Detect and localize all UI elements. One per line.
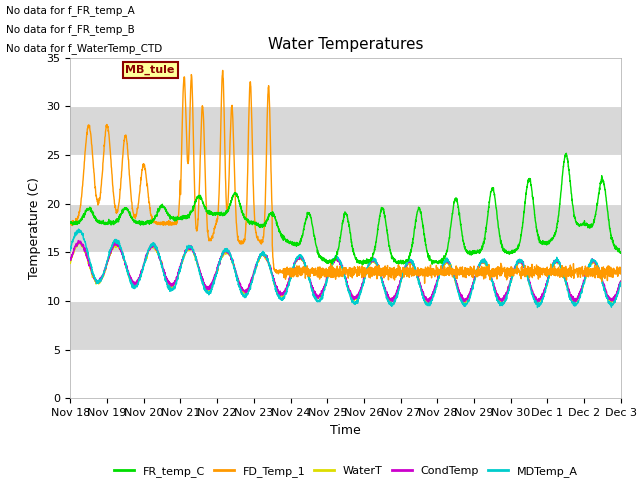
Bar (70, 58, 621, 106)
Bar (70, 106, 621, 155)
Text: No data for f_FR_temp_A: No data for f_FR_temp_A (6, 5, 135, 16)
Bar (70, 350, 621, 398)
Bar (70, 204, 621, 252)
Text: No data for f_WaterTemp_CTD: No data for f_WaterTemp_CTD (6, 43, 163, 54)
Bar (70, 252, 621, 301)
Legend: FR_temp_C, FD_Temp_1, WaterT, CondTemp, MDTemp_A: FR_temp_C, FD_Temp_1, WaterT, CondTemp, … (109, 462, 582, 480)
Title: Water Temperatures: Water Temperatures (268, 37, 423, 52)
Bar (70, 155, 621, 204)
Bar (70, 301, 621, 350)
Y-axis label: Temperature (C): Temperature (C) (28, 177, 41, 279)
X-axis label: Time: Time (330, 424, 361, 437)
Text: No data for f_FR_temp_B: No data for f_FR_temp_B (6, 24, 135, 35)
Text: MB_tule: MB_tule (125, 65, 175, 75)
